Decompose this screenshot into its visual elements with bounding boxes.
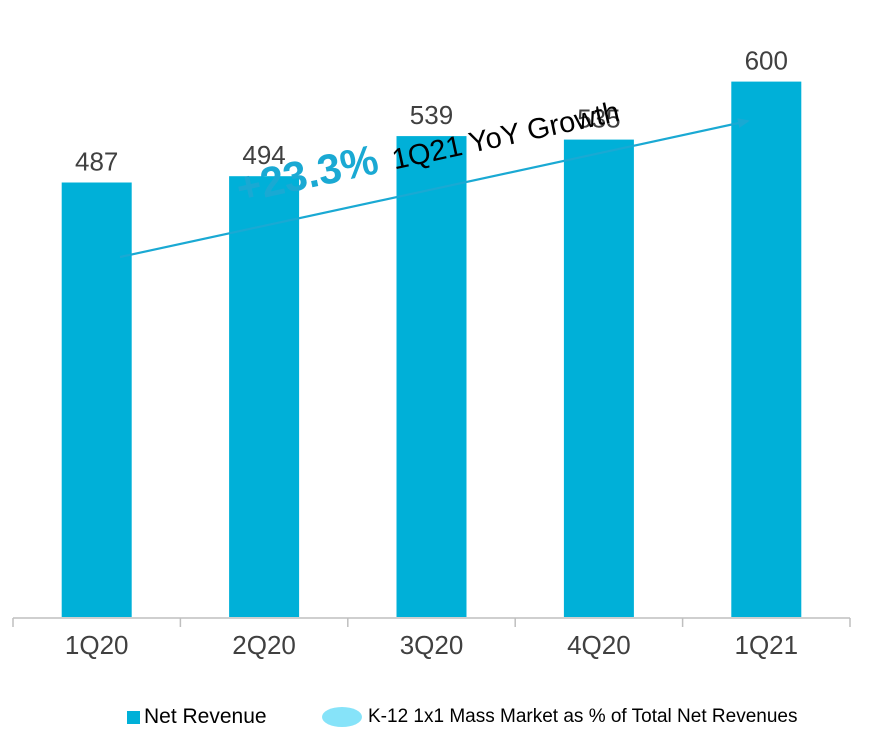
- legend-oval-swatch: [322, 707, 362, 727]
- x-tick-label-3q20: 3Q20: [400, 630, 464, 660]
- data-label-3q20: 539: [410, 100, 453, 130]
- bars-layer: [61, 81, 802, 618]
- data-labels-layer: 487 494 539 535 600: [75, 46, 788, 177]
- bar-1q20: [61, 182, 132, 617]
- legend-item-net-revenue: Net Revenue: [127, 700, 267, 734]
- chart-legend: Net Revenue K-12 1x1 Mass Market as % of…: [0, 700, 873, 734]
- data-label-1q21: 600: [745, 46, 788, 76]
- x-tick-label-4q20: 4Q20: [567, 630, 631, 660]
- legend-square-swatch: [127, 710, 140, 724]
- data-label-1q20: 487: [75, 147, 118, 177]
- x-axis: [12, 617, 851, 627]
- legend-label-net-revenue: Net Revenue: [144, 705, 267, 728]
- x-tick-label-2q20: 2Q20: [232, 630, 296, 660]
- bar-4q20: [563, 139, 634, 617]
- bar-3q20: [396, 136, 467, 617]
- legend-item-k12-share: K-12 1x1 Mass Market as % of Total Net R…: [322, 700, 797, 734]
- growth-arrow: [119, 118, 750, 259]
- legend-label-k12-share: K-12 1x1 Mass Market as % of Total Net R…: [368, 706, 798, 727]
- data-label-4q20: 535: [577, 104, 620, 134]
- bar-1q21: [731, 81, 802, 618]
- bar-2q20: [229, 176, 300, 617]
- data-label-2q20: 494: [242, 140, 285, 170]
- x-tick-label-1q20: 1Q20: [65, 630, 129, 660]
- x-tick-labels: 1Q20 2Q20 3Q20 4Q20 1Q21: [65, 630, 798, 660]
- x-tick-label-1q21: 1Q21: [734, 630, 798, 660]
